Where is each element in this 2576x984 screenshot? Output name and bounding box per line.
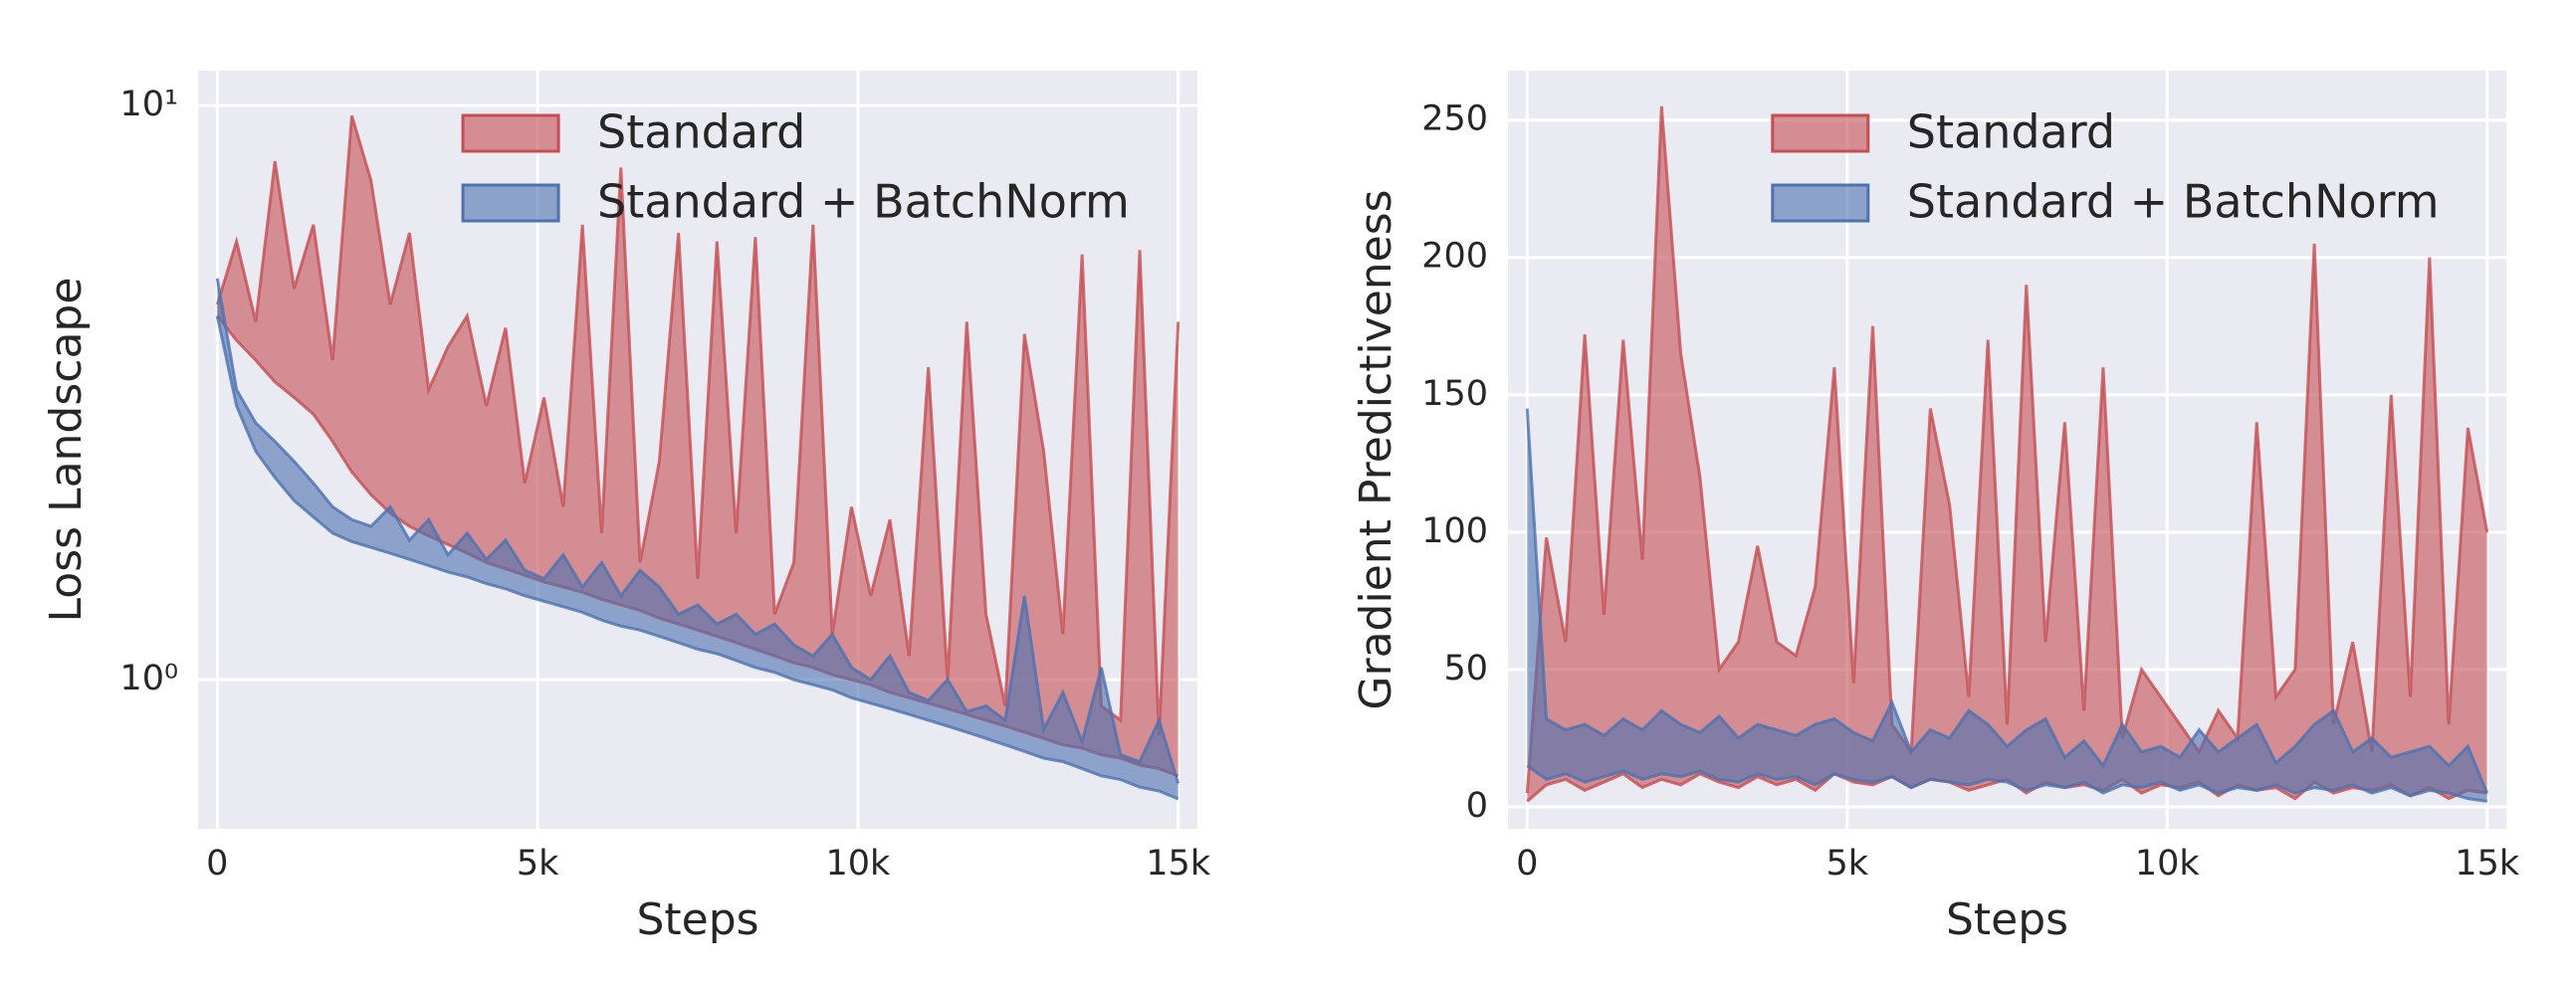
- series: [1525, 408, 2489, 803]
- x-tick-label: 0: [206, 844, 228, 884]
- legend-label: Standard: [597, 105, 805, 159]
- band-lower-edge: [1526, 764, 2487, 803]
- legend-label: Standard + BatchNorm: [1907, 175, 2440, 229]
- panel: 0 5k 10k 15k 0 50 100 150 200 250 Steps Gradient Pr…: [1351, 71, 2520, 945]
- y-tick-label: 10⁰: [119, 659, 178, 698]
- y-tick-label: 100: [1421, 511, 1488, 551]
- y-tick-label: 0: [1466, 786, 1488, 826]
- legend-swatch: [461, 183, 560, 223]
- y-axis-label: Gradient Predictiveness: [1351, 189, 1401, 709]
- x-tick-label: 15k: [2455, 844, 2520, 884]
- band-upper-edge: [1525, 408, 2489, 794]
- x-tick-label: 15k: [1146, 844, 1211, 884]
- y-tick-label: 250: [1421, 99, 1488, 139]
- legend-label: Standard + BatchNorm: [597, 175, 1130, 229]
- band-upper-edge: [1525, 105, 2489, 794]
- band-area: [1527, 408, 2487, 802]
- y-axis-label: Loss Landscape: [41, 278, 92, 623]
- band-area: [217, 278, 1179, 799]
- band-area: [217, 115, 1179, 776]
- x-tick-label: 10k: [825, 844, 891, 884]
- x-axis-label: Steps: [1946, 894, 2068, 945]
- legend-swatch: [461, 113, 560, 153]
- y-tick-label: 50: [1443, 649, 1488, 689]
- y-tick-label: 200: [1421, 237, 1488, 277]
- legend-swatch: [1771, 113, 1870, 153]
- x-tick-label: 5k: [1825, 844, 1868, 884]
- y-tick-label: 10¹: [119, 85, 178, 124]
- x-axis-label: Steps: [636, 894, 758, 945]
- y-tick-label: 150: [1421, 374, 1488, 414]
- legend: Standard Standard + BatchNorm: [461, 105, 1130, 229]
- x-tick-label: 10k: [2135, 844, 2201, 884]
- panel: 0 5k 10k 15k 10⁰ 10¹ Steps Loss Landscape Standa…: [41, 71, 1211, 945]
- legend-swatch: [1771, 183, 1870, 223]
- x-tick-label: 5k: [517, 844, 559, 884]
- band-upper-edge: [215, 114, 1181, 736]
- band-upper-edge: [215, 278, 1181, 784]
- band-area: [1527, 105, 2487, 802]
- x-tick-label: 0: [1516, 844, 1538, 884]
- series: [215, 278, 1181, 801]
- band-lower-edge: [215, 315, 1180, 801]
- legend: Standard Standard + BatchNorm: [1771, 105, 2440, 229]
- legend-label: Standard: [1907, 105, 2115, 159]
